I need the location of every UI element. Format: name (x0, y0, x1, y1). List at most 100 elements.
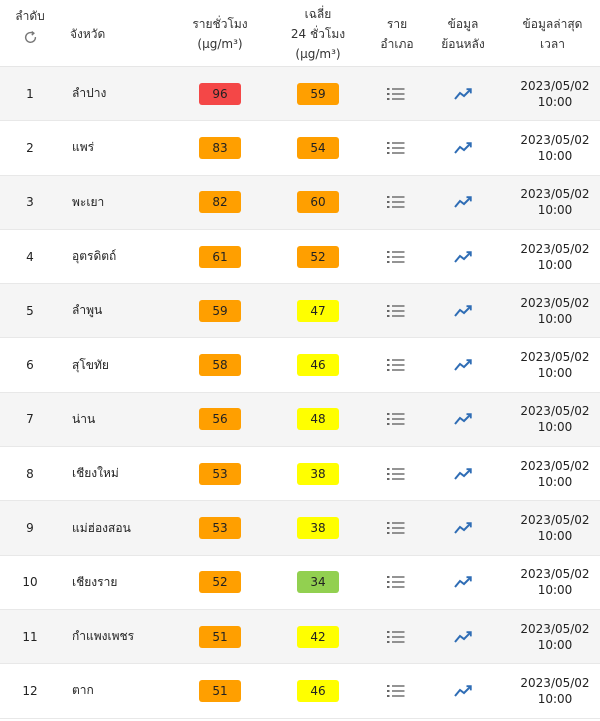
rank-value: 5 (26, 303, 34, 318)
trend-chart-icon[interactable] (454, 196, 472, 208)
header-province: จังหวัด (70, 0, 190, 67)
trend-chart-icon[interactable] (454, 685, 472, 697)
header-rank: ลำดับ (0, 0, 60, 67)
hourly-cell: 82 (199, 176, 241, 229)
hourly-cell: 52 (199, 556, 241, 609)
trend-chart-icon[interactable] (454, 142, 472, 154)
hourly-cell: 56 (199, 393, 241, 446)
rank-value: 10 (22, 575, 38, 590)
rank-cell: 7 (0, 393, 60, 446)
district-cell (386, 121, 406, 174)
table-row[interactable]: 11 กำแพงเพชร 51 42 (0, 609, 600, 665)
header-avg-unit: (µg/m³) (295, 46, 341, 61)
history-cell (452, 501, 474, 554)
update-date: 2023/05/02 (520, 567, 590, 582)
header-history-label-1: ข้อมูล (447, 16, 479, 31)
hourly-badge: 51 (199, 625, 241, 648)
province-cell: เชียงราย (72, 556, 192, 609)
province-name: อุตรดิตถ์ (72, 249, 117, 264)
trend-chart-icon[interactable] (454, 87, 472, 100)
history-cell (452, 556, 474, 609)
hourly-badge: 53 (199, 462, 241, 485)
hourly-badge: 59 (199, 299, 241, 322)
province-cell: กำแพงเพชร (72, 610, 192, 663)
trend-chart-icon[interactable] (454, 250, 472, 263)
province-name: เชียงราย (72, 574, 118, 589)
trend-chart-icon[interactable] (454, 576, 472, 588)
table-row[interactable]: 6 สุโขทัย 58 46 (0, 338, 600, 393)
list-icon[interactable] (387, 141, 405, 155)
header-latest-label: ข้อมูลล่าสุด (522, 16, 583, 31)
update-date: 2023/05/02 (520, 241, 590, 256)
hourly-cell: 53 (199, 501, 241, 554)
list-icon[interactable] (387, 575, 405, 589)
history-cell (452, 176, 474, 229)
rank-value: 9 (26, 521, 34, 536)
table-row[interactable]: 5 ลำพูน 59 47 (0, 284, 600, 339)
list-icon[interactable] (387, 358, 405, 372)
list-icon[interactable] (387, 304, 405, 318)
avg-cell: 60 (297, 176, 339, 229)
trend-chart-icon[interactable] (454, 359, 472, 371)
rank-cell: 3 (0, 176, 60, 229)
rank-value: 12 (22, 683, 38, 698)
avg-cell: 46 (297, 664, 339, 717)
province-name: เชียงใหม่ (72, 466, 119, 481)
hourly-cell: 58 (199, 338, 241, 391)
district-cell (386, 556, 406, 609)
list-icon[interactable] (387, 467, 405, 481)
trend-chart-icon[interactable] (454, 468, 472, 480)
table-row[interactable]: 9 แม่ฮ่องสอน 53 38 (0, 501, 600, 556)
hourly-badge: 61 (199, 245, 241, 268)
rank-value: 6 (26, 358, 34, 373)
header-hourly-label: รายชั่วโมง (192, 16, 248, 31)
rank-cell: 6 (0, 338, 60, 391)
history-cell (452, 447, 474, 500)
hourly-cell: 61 (199, 230, 241, 283)
table-row[interactable]: 3 พะเยา 82 60 (0, 175, 600, 230)
table-row[interactable]: 4 อุตรดิตถ์ 61 52 (0, 229, 600, 285)
list-icon[interactable] (387, 630, 405, 644)
table-row[interactable]: 1 ลำปาง 96 59 (0, 67, 600, 122)
trend-chart-icon[interactable] (454, 413, 472, 426)
list-icon[interactable] (387, 87, 405, 101)
history-cell (452, 664, 474, 717)
refresh-icon[interactable] (23, 30, 38, 45)
table-row[interactable]: 10 เชียงราย 52 34 (0, 555, 600, 610)
rank-value: 8 (26, 466, 34, 481)
avg-cell: 46 (297, 338, 339, 391)
table-row[interactable]: 2 แพร่ 83 54 (0, 121, 600, 176)
trend-chart-icon[interactable] (454, 305, 472, 317)
update-date: 2023/05/02 (520, 621, 590, 636)
hourly-badge: 82 (199, 191, 241, 214)
avg-cell: 48 (297, 393, 339, 446)
table-row[interactable]: 7 น่าน 56 48 (0, 392, 600, 448)
province-name: น่าน (72, 411, 96, 426)
update-time: 10:00 (537, 420, 573, 435)
history-cell (452, 230, 474, 283)
avg24-badge: 34 (297, 571, 339, 594)
header-district-label-1: ราย (386, 16, 408, 31)
trend-chart-icon[interactable] (454, 630, 472, 643)
table-row[interactable]: 8 เชียงใหม่ 53 38 (0, 447, 600, 502)
avg-cell: 47 (297, 284, 339, 337)
hourly-cell: 53 (199, 447, 241, 500)
avg24-badge: 54 (297, 136, 339, 159)
trend-chart-icon[interactable] (454, 522, 472, 534)
list-icon[interactable] (387, 521, 405, 535)
rank-cell: 4 (0, 230, 60, 283)
table-body: 1 ลำปาง 96 59 (0, 67, 600, 719)
list-icon[interactable] (387, 195, 405, 209)
list-icon[interactable] (387, 250, 405, 264)
province-name: ลำพูน (72, 303, 103, 318)
update-time: 10:00 (537, 637, 573, 652)
hourly-cell: 83 (199, 121, 241, 174)
table-header: ลำดับ จังหวัด รายชั่วโมง (µg/m³) เฉลี่ย … (0, 0, 600, 67)
list-icon[interactable] (387, 412, 405, 426)
list-icon[interactable] (387, 684, 405, 698)
update-time: 10:00 (537, 474, 573, 489)
table-row[interactable]: 12 ตาก 51 46 (0, 664, 600, 719)
avg24-badge: 38 (297, 462, 339, 485)
hourly-cell: 51 (199, 610, 241, 663)
avg24-badge: 48 (297, 408, 339, 431)
